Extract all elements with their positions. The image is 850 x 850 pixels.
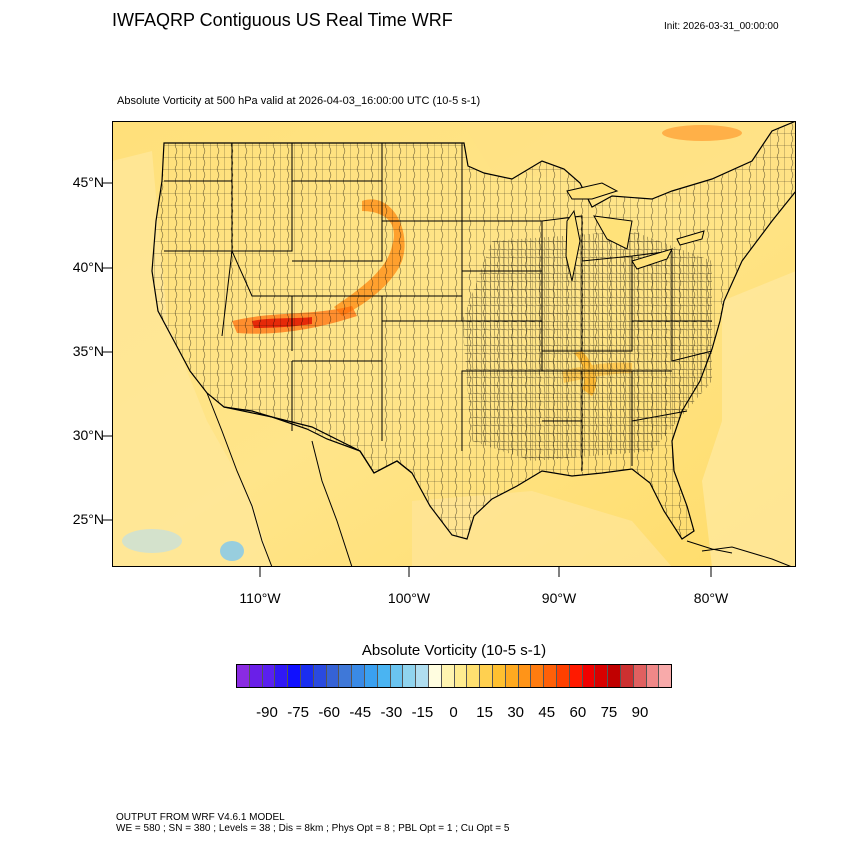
colorbar-cell [582,665,596,687]
colorbar-cell [659,665,672,687]
colorbar-cell [249,665,263,687]
lat-label-45: 45°N [72,174,104,190]
init-time: Init: 2026-03-31_00:00:00 [664,21,779,32]
vorticity-map [112,121,796,567]
colorbar-tick-label: -90 [256,704,278,721]
colorbar-cell [646,665,660,687]
colorbar-tick-label: 0 [449,704,458,721]
colorbar-tick-label: -75 [287,704,309,721]
field-subtitle: Absolute Vorticity at 500 hPa valid at 2… [117,95,481,107]
colorbar-cell [339,665,353,687]
state-borders [164,143,713,471]
colorbar-cell [428,665,442,687]
map-title: IWFAQRP Contiguous US Real Time WRF [112,10,453,30]
colorbar-cell [390,665,404,687]
colorbar-cell [313,665,327,687]
colorbar-cell [416,665,429,687]
cuba-outline [701,546,793,567]
colorbar-tick-label: 60 [569,704,587,721]
atlantic-field [702,271,796,567]
colorbar-cell [480,665,493,687]
colorbar-tick-label: -60 [318,704,340,721]
colorbar-cell [288,665,301,687]
colorbar-tick-label: 75 [600,704,618,721]
mexico-coast [311,440,353,567]
colorbar-cell [505,665,519,687]
great-lakes [565,182,705,282]
colorbar-cell [518,665,532,687]
colorbar-cell [569,665,583,687]
colorbar-tick-label: 30 [507,704,524,721]
colorbar [236,664,672,688]
colorbar-tick-label: 15 [476,704,493,721]
baja-coast [206,392,273,567]
colorbar-tick-label: -30 [380,704,403,721]
colorbar-cell [556,665,570,687]
lon-label-80: 80°W [693,590,729,606]
colorbar-cell [352,665,365,687]
colorbar-cell [608,665,621,687]
colorbar-cell [262,665,276,687]
lon-label-100: 100°W [387,590,431,606]
vorticity-spot-ne [662,125,742,141]
pacific-field [112,151,272,567]
model-info: OUTPUT FROM WRF V4.6.1 MODEL [116,812,285,823]
map-border [112,121,796,567]
colorbar-cell [467,665,481,687]
colorbar-cell [544,665,557,687]
florida-keys [686,540,733,554]
lat-label-25: 25°N [72,511,104,527]
colorbar-tick-label: 90 [631,704,649,721]
colorbar-title: Absolute Vorticity (10-5 s-1) [361,642,547,659]
colorbar-cell [633,665,647,687]
lat-label-35: 35°N [72,343,104,359]
colorbar-cell [595,665,609,687]
colorbar-tick-label: -45 [349,704,372,721]
lat-label-40: 40°N [72,259,104,275]
east-county-density [462,231,712,461]
colorbar-cell [326,665,340,687]
colorbar-cell [531,665,545,687]
colorbar-cell [620,665,634,687]
colorbar-tick-label: -15 [411,704,434,721]
mexico-border [223,406,413,474]
colorbar-cell [377,665,391,687]
colorbar-cell [275,665,289,687]
colorbar-cell [364,665,378,687]
blue-spot-pacific [122,529,182,553]
colorbar-cell [492,665,506,687]
lon-label-90: 90°W [541,590,577,606]
lat-label-30: 30°N [72,427,104,443]
colorbar-cell [454,665,468,687]
colorbar-cell [300,665,314,687]
colorbar-cell [237,665,250,687]
colorbar-tick-label: 45 [538,704,556,721]
model-settings: WE = 580 ; SN = 380 ; Levels = 38 ; Dis … [116,823,510,834]
blue-spot-baja [220,541,244,561]
colorbar-cell [441,665,455,687]
colorbar-cell [403,665,417,687]
lon-label-110: 110°W [239,590,281,606]
